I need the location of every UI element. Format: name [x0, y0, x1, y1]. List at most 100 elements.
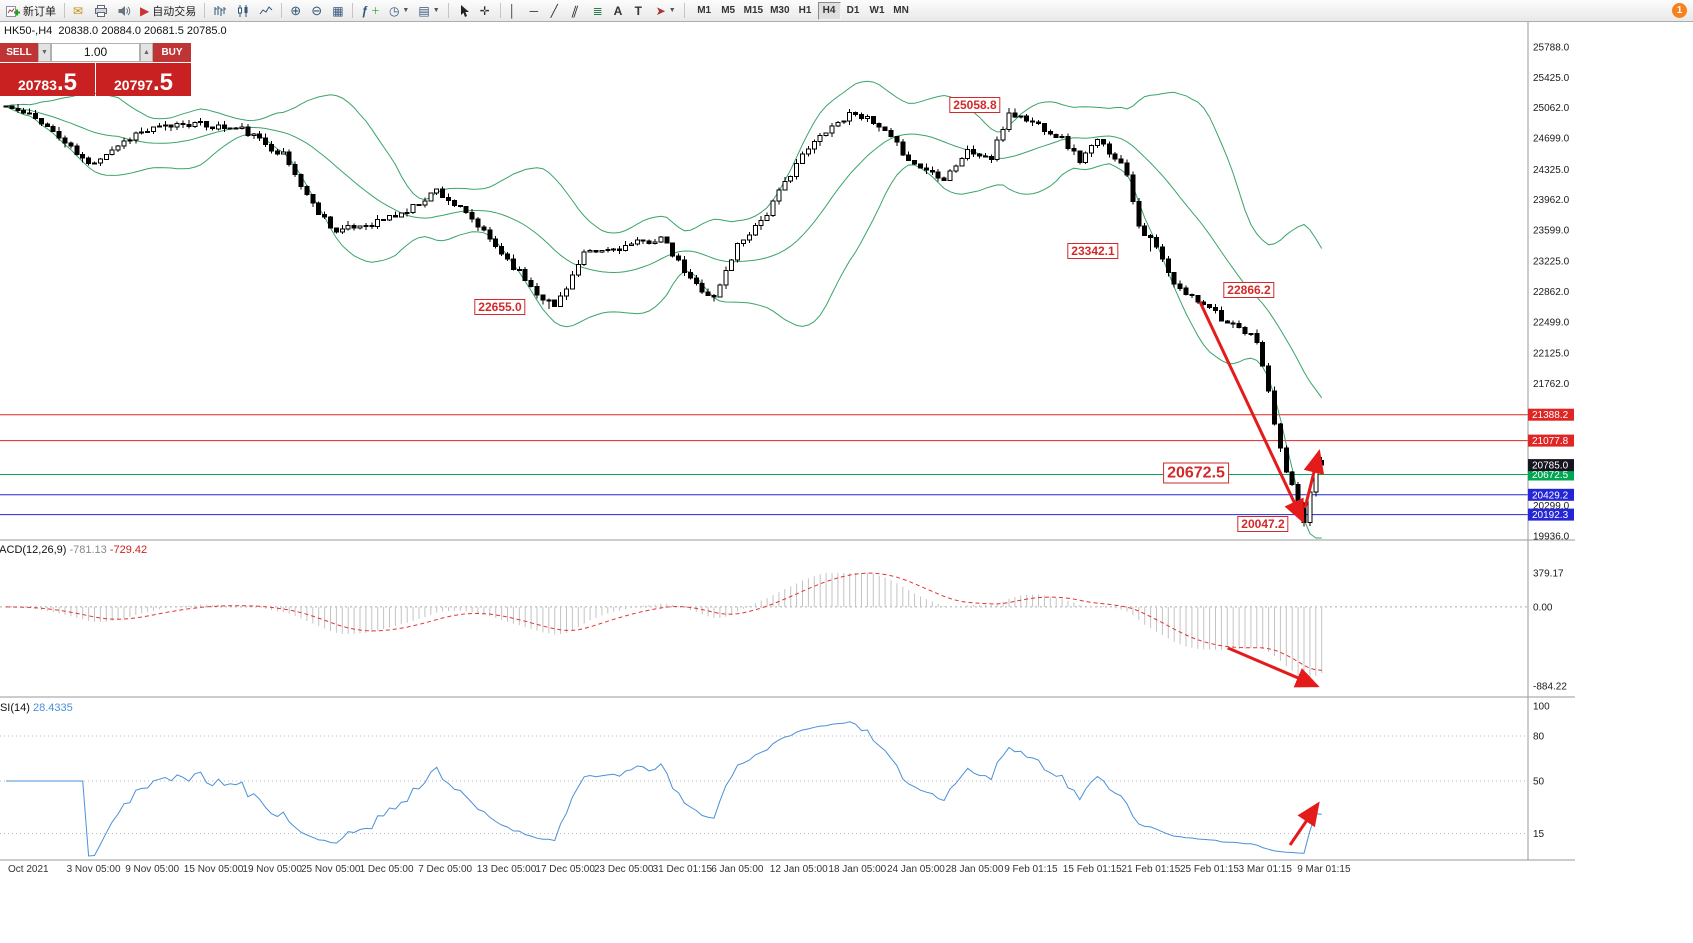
svg-text:9 Mar 01:15: 9 Mar 01:15 [1297, 864, 1351, 875]
svg-text:20672.5: 20672.5 [1532, 470, 1569, 481]
svg-text:MACD(12,26,9) -781.13 -729.42: MACD(12,26,9) -781.13 -729.42 [0, 544, 147, 556]
fibonacci-icon: ≣ [592, 3, 603, 18]
svg-text:3 Nov 05:00: 3 Nov 05:00 [67, 864, 121, 875]
time-axis[interactable]: Oct 2021 3 Nov 05:00 9 Nov 05:00 15 Nov 05:… [8, 864, 1351, 875]
tile-windows-button[interactable]: ▦ [328, 1, 348, 21]
svg-text:1 Dec 05:00: 1 Dec 05:00 [360, 864, 414, 875]
vertical-line-button[interactable]: │ [505, 1, 525, 21]
sound-button[interactable] [113, 1, 135, 21]
svg-text:21077.8: 21077.8 [1532, 436, 1569, 447]
svg-text:3 Mar 01:15: 3 Mar 01:15 [1239, 864, 1293, 875]
trendline-icon: ╱ [550, 3, 558, 18]
print-button[interactable] [90, 1, 112, 21]
sell-button[interactable]: SELL [0, 43, 38, 62]
volume-decrease-button[interactable]: ▼ [38, 43, 51, 62]
line-chart-button[interactable] [255, 1, 277, 21]
auto-trading-icon: ▶ [140, 3, 150, 18]
text-button[interactable]: A [610, 1, 630, 21]
timeframe-toolbar: M1 M5 M15 M30 H1 H4 D1 W1 MN [693, 1, 913, 20]
auto-trading-label: 自动交易 [152, 5, 197, 18]
horizontal-line-icon: ─ [529, 3, 539, 18]
svg-text:0.00: 0.00 [1533, 602, 1553, 613]
candlestick-chart-button[interactable] [232, 1, 254, 21]
sound-icon [118, 5, 131, 16]
period-button[interactable]: ◷ ▼ [385, 1, 413, 21]
horizontal-line-button[interactable]: ─ [526, 1, 546, 21]
svg-text:23962.0: 23962.0 [1533, 195, 1570, 206]
timeframe-button-h1[interactable]: H1 [794, 2, 817, 20]
timeframe-button-w1[interactable]: W1 [866, 2, 889, 20]
text-label-button[interactable]: T [631, 1, 651, 21]
clock-icon: ◷ [388, 3, 400, 18]
sell-price[interactable]: 20783.5 [0, 63, 95, 96]
zoom-in-button[interactable]: ⊕ [286, 1, 306, 21]
bollinger-bands [5, 80, 1323, 539]
line-chart-icon [259, 5, 273, 14]
svg-text:22125.0: 22125.0 [1533, 349, 1570, 360]
template-icon: ▤ [418, 3, 430, 18]
chevron-down-icon: ▼ [668, 6, 676, 14]
volume-input[interactable]: 1.00 [51, 43, 140, 62]
svg-text:17 Dec 05:00: 17 Dec 05:00 [535, 864, 595, 875]
candlestick-series [3, 104, 1325, 527]
svg-text:379.17: 379.17 [1533, 569, 1564, 580]
buy-button[interactable]: BUY [153, 43, 191, 62]
buy-price-main: 20797 [114, 77, 153, 93]
new-order-icon [6, 5, 20, 17]
timeframe-button-d1[interactable]: D1 [842, 2, 865, 20]
timeframe-button-m15[interactable]: M15 [741, 2, 766, 20]
channel-button[interactable]: ∥ [568, 1, 588, 21]
arrows-button[interactable]: ➤ ▼ [652, 1, 680, 21]
tile-windows-icon: ▦ [332, 3, 344, 18]
template-button[interactable]: ▤ ▼ [414, 1, 443, 21]
crosshair-icon: ✛ [479, 3, 490, 18]
timeframe-button-m30[interactable]: M30 [767, 2, 792, 20]
new-order-label: 新订单 [23, 5, 56, 18]
buy-price[interactable]: 20797.5 [96, 63, 191, 96]
cursor-icon [460, 4, 469, 17]
chevron-down-icon: ▼ [402, 6, 410, 14]
cursor-button[interactable] [453, 1, 475, 21]
svg-text:21 Feb 01:15: 21 Feb 01:15 [1121, 864, 1180, 875]
toolbar-separator [683, 3, 685, 18]
channel-icon: ∥ [569, 3, 580, 18]
svg-text:7 Dec 05:00: 7 Dec 05:00 [418, 864, 472, 875]
indicators-button[interactable]: ƒ ＋ [357, 1, 384, 21]
zoom-out-button[interactable]: ⊖ [307, 1, 327, 21]
timeframe-button-h4[interactable]: H4 [817, 1, 841, 20]
svg-text:-884.22: -884.22 [1533, 682, 1567, 693]
auto-trading-button[interactable]: ▶ 自动交易 [136, 1, 200, 21]
crosshair-button[interactable]: ✛ [476, 1, 496, 21]
price-axis[interactable]: 25788.0 25425.0 25062.0 24699.0 24325.0 23962… [1528, 43, 1574, 543]
svg-text:50: 50 [1533, 777, 1545, 788]
candlestick-chart-icon [238, 4, 248, 17]
vertical-line-icon: │ [508, 3, 517, 18]
sell-price-frac: .5 [56, 69, 77, 96]
bar-chart-button[interactable] [209, 1, 231, 21]
one-click-trading-panel: SELL ▼ 1.00 ▲ BUY 20783.5 20797.5 [0, 43, 191, 96]
svg-text:12 Jan 05:00: 12 Jan 05:00 [770, 864, 828, 875]
svg-text:28 Jan 05:00: 28 Jan 05:00 [946, 864, 1004, 875]
notification-badge[interactable]: 1 [1672, 3, 1687, 18]
new-order-button[interactable]: 新订单 [2, 1, 60, 21]
svg-text:9 Nov 05:00: 9 Nov 05:00 [125, 864, 179, 875]
timeframe-button-m5[interactable]: M5 [717, 2, 740, 20]
svg-text:20785.0: 20785.0 [1532, 461, 1569, 472]
add-indicator-plus-icon: ＋ [370, 5, 380, 16]
trend-arrows [1198, 301, 1325, 846]
timeframe-button-mn[interactable]: MN [890, 2, 913, 20]
timeframe-button-m1[interactable]: M1 [693, 2, 716, 20]
indicators-icon: ƒ [361, 3, 368, 18]
svg-text:15: 15 [1533, 829, 1545, 840]
svg-text:23225.0: 23225.0 [1533, 257, 1570, 268]
mail-icon: ✉ [73, 3, 84, 18]
svg-text:20429.2: 20429.2 [1532, 490, 1569, 501]
svg-text:21388.2: 21388.2 [1532, 410, 1569, 421]
trendline-button[interactable]: ╱ [547, 1, 567, 21]
mail-button[interactable]: ✉ [69, 1, 89, 21]
svg-text:23 Dec 05:00: 23 Dec 05:00 [594, 864, 654, 875]
fibonacci-button[interactable]: ≣ [589, 1, 609, 21]
svg-text:22862.0: 22862.0 [1533, 287, 1570, 298]
volume-increase-button[interactable]: ▲ [140, 43, 153, 62]
